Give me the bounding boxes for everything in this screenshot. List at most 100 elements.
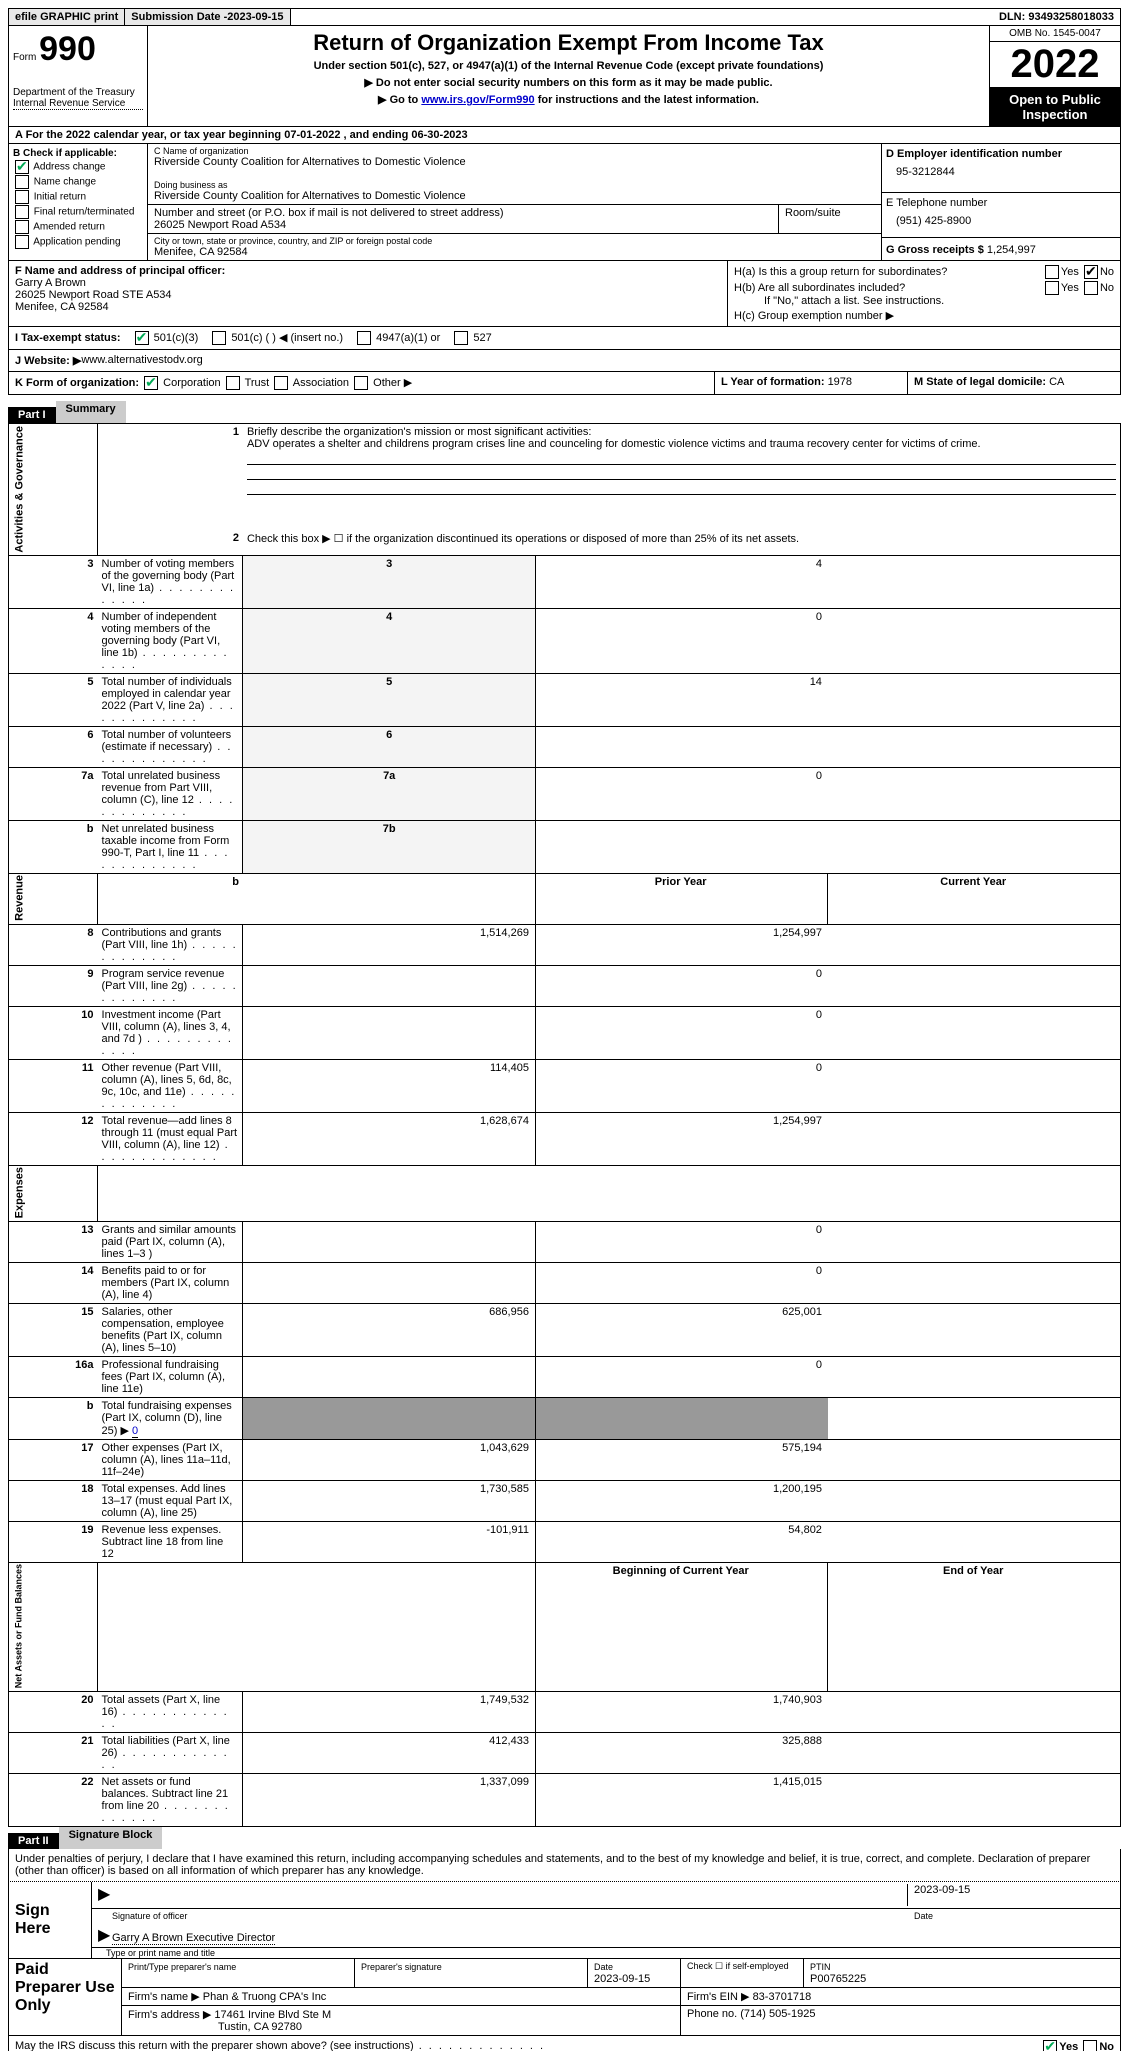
firm-name-label: Firm's name ▶ <box>128 1991 203 2003</box>
k-trust-checkbox[interactable] <box>226 376 240 390</box>
open-to-public: Open to Public Inspection <box>990 88 1120 126</box>
phone-label: E Telephone number <box>886 197 987 209</box>
discuss-no: No <box>1099 2041 1114 2051</box>
dln-value: 93493258018033 <box>1028 11 1114 23</box>
ein-label: D Employer identification number <box>886 148 1062 160</box>
arrow-icon: ▶ <box>98 1884 112 1906</box>
form-word: Form <box>13 52 36 63</box>
k-other: Other ▶ <box>373 377 412 389</box>
ha-no-checkbox[interactable] <box>1084 265 1098 279</box>
submission-date-value: 2023-09-15 <box>227 11 283 23</box>
colb-checkbox[interactable] <box>15 205 29 219</box>
row-klm: K Form of organization: Corporation Trus… <box>8 372 1121 395</box>
vlabel-gov: Activities & Governance <box>9 424 98 556</box>
firm-ein-label: Firm's EIN ▶ <box>687 1991 753 2003</box>
colb-item[interactable]: Initial return <box>13 190 143 204</box>
colb-item[interactable]: Name change <box>13 175 143 189</box>
firm-name: Phan & Truong CPA's Inc <box>203 1991 327 2003</box>
submission-date-label: Submission Date - <box>131 11 227 23</box>
col-b: B Check if applicable: Address change Na… <box>9 144 148 260</box>
irs-label: Internal Revenue Service <box>13 98 143 110</box>
k-assoc: Association <box>293 377 349 389</box>
prep-date-label: Date <box>594 1962 613 1972</box>
sig-date-label: Date <box>908 1911 1114 1921</box>
instructions-link[interactable]: www.irs.gov/Form990 <box>421 94 534 106</box>
prep-label: Paid Preparer Use Only <box>9 1959 122 2036</box>
colb-item[interactable]: Amended return <box>13 220 143 234</box>
omb-number: OMB No. 1545-0047 <box>990 26 1120 42</box>
status-501c-checkbox[interactable] <box>212 331 226 345</box>
row-j-website: J Website: ▶ www.alternativestodv.org <box>8 350 1121 372</box>
form-header-center: Return of Organization Exempt From Incom… <box>148 26 989 126</box>
ha-yes-checkbox[interactable] <box>1045 265 1059 279</box>
form-header: Form 990 Department of the Treasury Inte… <box>8 26 1121 127</box>
k-assoc-checkbox[interactable] <box>274 376 288 390</box>
colb-checkbox[interactable] <box>15 220 29 234</box>
colb-item[interactable]: Application pending <box>13 235 143 249</box>
colb-checkbox[interactable] <box>15 175 29 189</box>
discuss-yes-checkbox[interactable] <box>1043 2040 1057 2051</box>
fgh-block: F Name and address of principal officer:… <box>8 261 1121 327</box>
hdr-prior: Prior Year <box>535 873 828 924</box>
part1-label: Part I <box>8 407 56 423</box>
prep-phone-label: Phone no. <box>687 2008 740 2020</box>
submission-date: Submission Date - 2023-09-15 <box>125 9 290 25</box>
k-corp-checkbox[interactable] <box>144 376 158 390</box>
efile-button[interactable]: efile GRAPHIC print <box>9 9 125 25</box>
prep-sig-label: Preparer's signature <box>361 1962 442 1972</box>
colb-checkbox[interactable] <box>15 160 29 174</box>
ha-yes: Yes <box>1061 266 1079 278</box>
discuss-text: May the IRS discuss this return with the… <box>15 2040 545 2051</box>
hb-note: If "No," attach a list. See instructions… <box>764 295 1114 307</box>
dba-label: Doing business as <box>154 180 875 190</box>
phone-value: (951) 425-8900 <box>896 215 1116 227</box>
tax-year: 2022 <box>990 42 1120 88</box>
gross-label: G Gross receipts $ <box>886 244 987 256</box>
col-f: F Name and address of principal officer:… <box>9 261 728 326</box>
sign-here-block: Sign Here ▶ 2023-09-15 Signature of offi… <box>8 1882 1121 1959</box>
firm-addr-label: Firm's address ▶ <box>128 2009 214 2021</box>
colb-item[interactable]: Address change <box>13 160 143 174</box>
sig-officer-label: Signature of officer <box>112 1911 908 1921</box>
status-4947: 4947(a)(1) or <box>376 332 440 344</box>
hdr-curr: Current Year <box>828 873 1121 924</box>
part2-title: Signature Block <box>59 1827 163 1849</box>
form-subtitle-1: Under section 501(c), 527, or 4947(a)(1)… <box>156 60 981 72</box>
name-label: C Name of organization <box>154 146 875 156</box>
hdr-beg: Beginning of Current Year <box>535 1562 828 1691</box>
dept-treasury: Department of the Treasury <box>13 87 143 98</box>
col-d: D Employer identification number 95-3212… <box>881 144 1120 260</box>
status-527: 527 <box>473 332 491 344</box>
vlabel-exp: Expenses <box>9 1165 98 1221</box>
hb-yes-checkbox[interactable] <box>1045 281 1059 295</box>
k-other-checkbox[interactable] <box>354 376 368 390</box>
form-subtitle-2: ▶ Do not enter social security numbers o… <box>156 76 981 89</box>
status-527-checkbox[interactable] <box>454 331 468 345</box>
f-addr2: Menifee, CA 92584 <box>15 301 109 313</box>
discuss-no-checkbox[interactable] <box>1083 2040 1097 2051</box>
colb-checkbox[interactable] <box>15 190 29 204</box>
hb-label: H(b) Are all subordinates included? <box>734 282 905 294</box>
status-4947-checkbox[interactable] <box>357 331 371 345</box>
row-a-pre: A For the 2022 calendar year, or tax yea… <box>15 129 284 141</box>
k-label: K Form of organization: <box>15 377 139 389</box>
colb-checkbox[interactable] <box>15 235 29 249</box>
hb-yes: Yes <box>1061 282 1079 294</box>
discuss-row: May the IRS discuss this return with the… <box>8 2036 1121 2051</box>
j-label: J Website: ▶ <box>15 354 81 367</box>
m-value: CA <box>1049 376 1064 388</box>
status-501c3-checkbox[interactable] <box>135 331 149 345</box>
hb-no-checkbox[interactable] <box>1084 281 1098 295</box>
l-label: L Year of formation: <box>721 376 828 388</box>
colb-item[interactable]: Final return/terminated <box>13 205 143 219</box>
type-name-label: Type or print name and title <box>92 1948 1120 1958</box>
m-label: M State of legal domicile: <box>914 376 1049 388</box>
arrow-icon-2: ▶ <box>98 1925 112 1945</box>
city-value: Menifee, CA 92584 <box>154 246 875 258</box>
ptin-value: P00765225 <box>810 1973 866 1985</box>
sig-name-title: Garry A Brown Executive Director <box>112 1932 275 1945</box>
row-a-begin: 07-01-2022 <box>284 129 340 141</box>
form-header-right: OMB No. 1545-0047 2022 Open to Public In… <box>989 26 1120 126</box>
form-header-left: Form 990 Department of the Treasury Inte… <box>9 26 148 126</box>
ha-no: No <box>1100 266 1114 278</box>
